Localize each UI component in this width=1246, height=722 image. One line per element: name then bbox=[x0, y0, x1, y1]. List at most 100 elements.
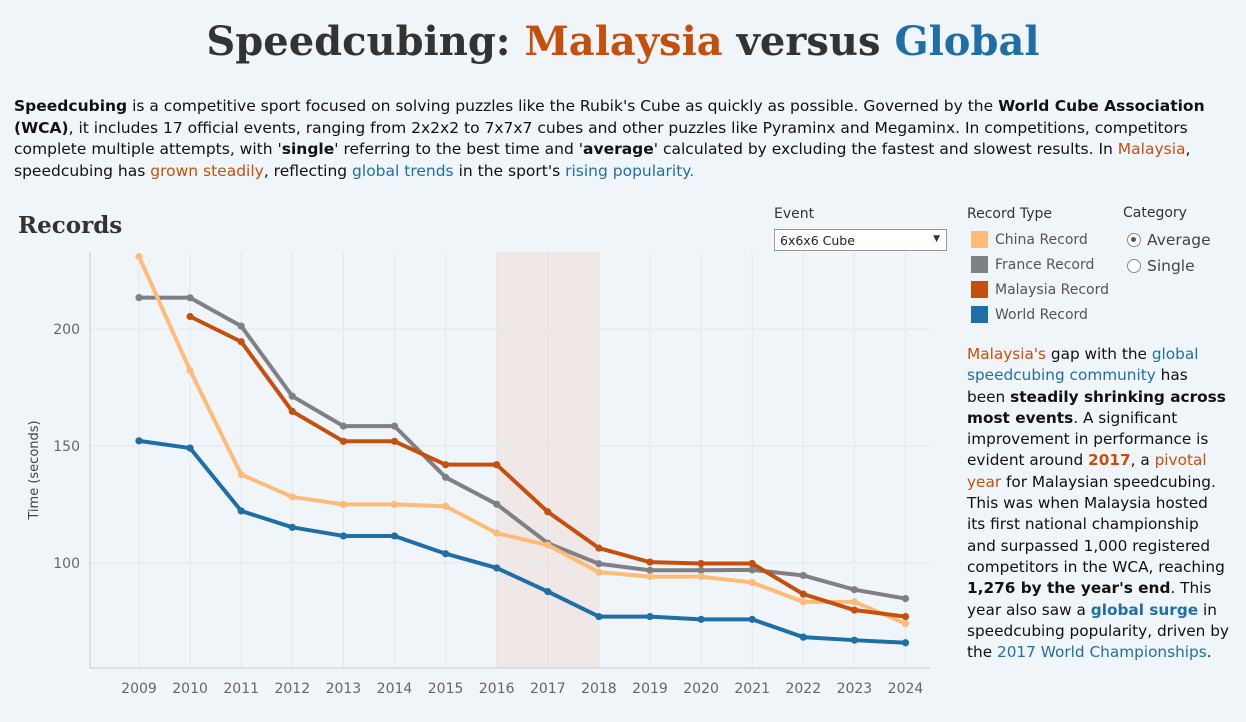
intro-term-single: single bbox=[281, 140, 335, 158]
data-point bbox=[493, 461, 501, 469]
data-point bbox=[493, 529, 501, 537]
intro-text: ' referring to the best time and ' bbox=[334, 140, 583, 158]
data-point bbox=[901, 594, 910, 603]
category-label: Average bbox=[1147, 231, 1211, 249]
y-tick-label: 150 bbox=[53, 439, 80, 455]
insight-pivotal-year: pivotal year bbox=[967, 451, 1207, 491]
data-point bbox=[442, 461, 450, 469]
data-point bbox=[697, 615, 705, 623]
data-point bbox=[799, 571, 807, 580]
insight-paragraph: Malaysia's gap with the global speedcubi… bbox=[967, 344, 1229, 663]
x-tick-label: 2023 bbox=[837, 681, 873, 697]
data-point bbox=[237, 507, 245, 515]
page-title: Speedcubing: Malaysia versus Global bbox=[0, 18, 1246, 65]
data-point bbox=[799, 598, 807, 606]
data-point bbox=[544, 587, 552, 596]
category-radio-single[interactable]: Single bbox=[1127, 257, 1195, 275]
data-point bbox=[288, 407, 296, 415]
insight-year-2017: 2017 bbox=[1088, 451, 1131, 470]
data-point bbox=[697, 559, 705, 568]
data-point bbox=[799, 633, 807, 641]
intro-global-trends: global trends bbox=[352, 161, 454, 180]
series-line-china-record bbox=[137, 254, 908, 626]
intro-text: ' calculated by excluding the fastest an… bbox=[653, 140, 1118, 158]
x-tick-label: 2019 bbox=[632, 681, 668, 697]
legend-item-china[interactable]: China Record bbox=[971, 231, 1088, 248]
x-tick-label: 2015 bbox=[428, 681, 464, 697]
insight-text: gap with the bbox=[1046, 345, 1152, 363]
y-tick-label: 100 bbox=[53, 556, 80, 572]
legend-swatch-malaysia bbox=[971, 281, 988, 298]
data-point bbox=[850, 636, 859, 644]
data-point bbox=[442, 473, 450, 481]
legend-label: Malaysia Record bbox=[995, 281, 1109, 298]
data-point bbox=[748, 615, 756, 623]
data-point bbox=[901, 639, 910, 647]
data-point bbox=[390, 422, 399, 430]
data-point bbox=[595, 568, 603, 576]
x-tick-label: 2013 bbox=[326, 681, 362, 697]
insight-text: , a bbox=[1130, 451, 1155, 470]
records-title: Records bbox=[18, 212, 123, 239]
intro-paragraph: Speedcubing is a competitive sport focus… bbox=[14, 96, 1239, 182]
intro-grown-steadily: grown steadily bbox=[150, 161, 264, 180]
data-point bbox=[493, 564, 501, 572]
data-point bbox=[237, 322, 245, 330]
data-point bbox=[901, 612, 910, 621]
category-radio-average[interactable]: Average bbox=[1127, 231, 1211, 249]
data-point bbox=[850, 598, 859, 606]
insight-global-community: global speedcubing community bbox=[967, 345, 1199, 385]
data-point bbox=[799, 590, 807, 598]
data-point bbox=[288, 493, 296, 501]
data-point bbox=[339, 437, 347, 445]
data-point bbox=[697, 566, 705, 574]
event-dropdown[interactable]: 6x6x6 Cube ▼ bbox=[774, 229, 947, 251]
data-point bbox=[748, 566, 756, 574]
insight-text: . A significant improvement in performan… bbox=[967, 408, 1209, 470]
data-point bbox=[135, 293, 143, 302]
data-point bbox=[442, 550, 450, 558]
title-part-1: Speedcubing: bbox=[206, 18, 525, 65]
legend-item-malaysia[interactable]: Malaysia Record bbox=[971, 281, 1109, 298]
event-filter-label: Event bbox=[774, 206, 815, 222]
data-point bbox=[595, 560, 603, 568]
data-point bbox=[288, 523, 296, 531]
data-point bbox=[135, 437, 143, 445]
legend-swatch-france bbox=[971, 256, 988, 273]
legend-label: China Record bbox=[995, 231, 1088, 248]
data-point bbox=[288, 392, 296, 400]
intro-term-speedcubing: Speedcubing bbox=[14, 97, 128, 115]
data-point bbox=[748, 578, 756, 587]
legend-label: France Record bbox=[995, 256, 1095, 273]
title-part-3: versus bbox=[722, 18, 895, 65]
data-point bbox=[186, 312, 194, 321]
data-point bbox=[595, 612, 603, 621]
intro-text: is a competitive sport focused on solvin… bbox=[127, 97, 999, 115]
intro-term-wca: World Cube Association (WCA) bbox=[14, 97, 1205, 137]
legend-item-france[interactable]: France Record bbox=[971, 256, 1094, 273]
insight-steadily-shrinking: steadily shrinking across most events bbox=[967, 387, 1226, 427]
intro-term-average: average bbox=[583, 140, 654, 158]
legend-swatch-world bbox=[971, 306, 988, 323]
legend-swatch-china bbox=[971, 231, 988, 248]
intro-text: , it includes 17 official events, rangin… bbox=[14, 118, 1188, 159]
data-point bbox=[646, 566, 654, 574]
legend-item-world[interactable]: World Record bbox=[971, 306, 1088, 323]
x-tick-label: 2016 bbox=[479, 681, 515, 697]
intro-text: , reflecting bbox=[263, 161, 353, 180]
event-dropdown-value: 6x6x6 Cube bbox=[780, 233, 855, 248]
insight-global-surge: global surge bbox=[1090, 600, 1199, 619]
data-point bbox=[901, 619, 910, 628]
title-malaysia: Malaysia bbox=[524, 18, 723, 65]
data-point bbox=[646, 558, 654, 566]
data-point bbox=[237, 470, 245, 479]
intro-text: in the sport's bbox=[453, 161, 566, 180]
data-point bbox=[646, 612, 654, 621]
records-line-chart: 100 150 200 2009 2010 2011 2012 2013 2014 2015 201… bbox=[27, 252, 930, 697]
x-tick-label: 2011 bbox=[223, 681, 259, 697]
x-tick-label: 2021 bbox=[734, 681, 770, 697]
radio-selected-icon bbox=[1127, 233, 1141, 247]
y-axis-label: Time (seconds) bbox=[27, 420, 42, 520]
data-point bbox=[186, 294, 194, 302]
intro-text: , speedcubing has bbox=[14, 140, 1191, 180]
